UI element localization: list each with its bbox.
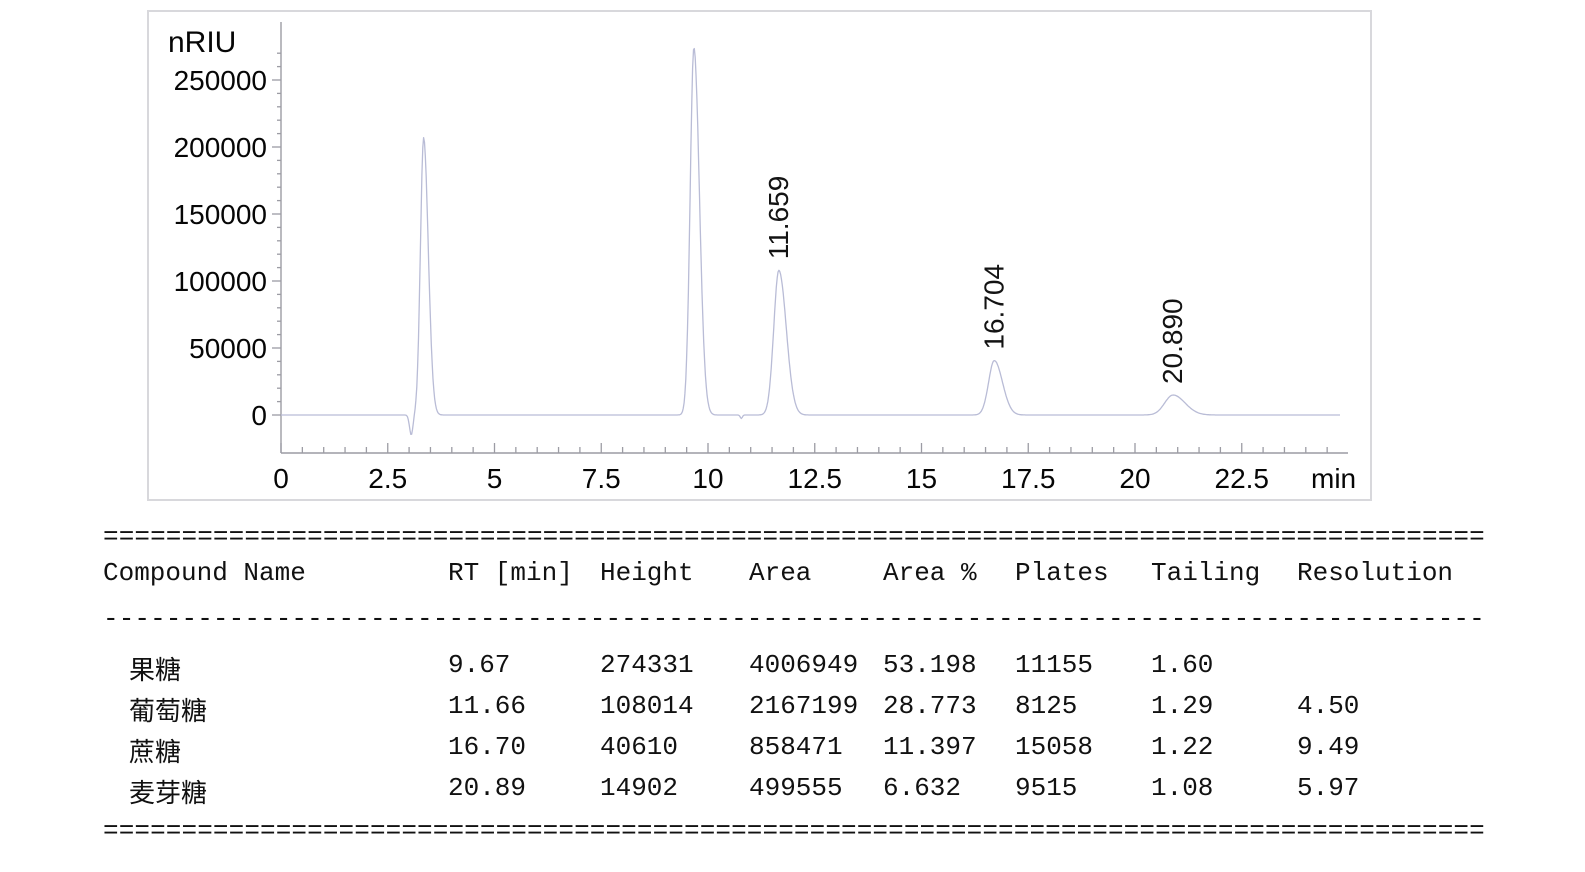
header-area-pct: Area % [883, 558, 977, 588]
chart-frame [147, 10, 1372, 501]
separator-double-bottom: ========================================… [103, 818, 1485, 844]
cell-rt: 20.89 [448, 773, 527, 803]
cell-area-pct: 6.632 [883, 773, 962, 803]
cell-rt: 11.66 [448, 691, 527, 721]
x-tick-label: 22.5 [1215, 463, 1270, 494]
cell-tailing: 1.29 [1151, 691, 1214, 721]
x-tick-label: 20 [1119, 463, 1150, 494]
chromatogram-plot: nRIU min 0500001000001500002000002500000… [168, 22, 1356, 494]
cell-area: 499555 [749, 773, 843, 803]
cell-resolution: 4.50 [1297, 691, 1360, 721]
cell-height: 108014 [600, 691, 694, 721]
table-body: 果糖 9.67 274331 4006949 53.198 11155 1.60… [103, 644, 1495, 810]
table-row: 麦芽糖 20.89 14902 499555 6.632 9515 1.08 5… [103, 767, 1495, 810]
table-header-row: Compound Name RT [min] Height Area Area … [103, 558, 1495, 588]
x-tick-label: 2.5 [368, 463, 407, 494]
axes: 0 50000 100000 150000 200000 250000 0 2.5 5 7.5 10… [174, 22, 1348, 494]
x-tick-label: 7.5 [582, 463, 621, 494]
cell-area-pct: 28.773 [883, 691, 977, 721]
cell-plates: 8125 [1015, 691, 1078, 721]
cell-resolution: 5.97 [1297, 773, 1360, 803]
cell-height: 274331 [600, 650, 694, 680]
peak-rt-label: 16.704 [978, 264, 1009, 350]
cell-tailing: 1.22 [1151, 732, 1214, 762]
separator-dash: ----------------------------------------… [103, 606, 1485, 632]
y-tick-label: 250000 [174, 65, 267, 96]
cell-compound-name: 麦芽糖 [129, 780, 208, 810]
separator-double-top: ========================================… [103, 524, 1485, 550]
peak-labels: 11.659 16.704 20.890 [763, 176, 1188, 384]
cell-compound-name: 蔗糖 [129, 739, 182, 769]
y-axis-title: nRIU [168, 26, 236, 59]
trace [281, 47, 1340, 436]
cell-height: 40610 [600, 732, 679, 762]
cell-resolution: 9.49 [1297, 732, 1360, 762]
header-plates: Plates [1015, 558, 1109, 588]
cell-height: 14902 [600, 773, 679, 803]
cell-area: 2167199 [749, 691, 859, 721]
x-tick-label: 0 [273, 463, 289, 494]
table-row: 葡萄糖 11.66 108014 2167199 28.773 8125 1.2… [103, 685, 1495, 728]
y-tick-label: 200000 [174, 132, 267, 163]
y-tick-label: 0 [251, 400, 267, 431]
cell-tailing: 1.08 [1151, 773, 1214, 803]
cell-tailing: 1.60 [1151, 650, 1214, 680]
cell-compound-name: 果糖 [129, 657, 182, 687]
x-tick-label: 5 [487, 463, 503, 494]
x-tick-label: 17.5 [1001, 463, 1056, 494]
results-report: ========================================… [103, 524, 1495, 844]
header-resolution: Resolution [1297, 558, 1454, 588]
y-tick-label: 100000 [174, 266, 267, 297]
trace-line [281, 47, 1340, 436]
header-compound-name: Compound Name [103, 558, 306, 588]
x-tick-label: 10 [692, 463, 723, 494]
cell-rt: 16.70 [448, 732, 527, 762]
cell-plates: 9515 [1015, 773, 1078, 803]
table-row: 蔗糖 16.70 40610 858471 11.397 15058 1.22 … [103, 726, 1495, 769]
x-tick-label: 12.5 [788, 463, 843, 494]
cell-area-pct: 11.397 [883, 732, 977, 762]
header-area: Area [749, 558, 812, 588]
cell-area: 858471 [749, 732, 843, 762]
peak-rt-label: 11.659 [763, 176, 794, 260]
cell-rt: 9.67 [448, 650, 511, 680]
header-tailing: Tailing [1151, 558, 1261, 588]
header-height: Height [600, 558, 694, 588]
cell-compound-name: 葡萄糖 [129, 698, 208, 728]
peak-rt-label: 20.890 [1157, 298, 1188, 384]
y-tick-label: 50000 [189, 333, 267, 364]
header-rt: RT [min] [448, 558, 573, 588]
x-tick-label: 15 [906, 463, 937, 494]
cell-plates: 11155 [1015, 650, 1094, 680]
cell-plates: 15058 [1015, 732, 1094, 762]
cell-area-pct: 53.198 [883, 650, 977, 680]
x-axis-unit-label: min [1311, 463, 1356, 494]
table-row: 果糖 9.67 274331 4006949 53.198 11155 1.60 [103, 644, 1495, 687]
cell-area: 4006949 [749, 650, 859, 680]
y-tick-label: 150000 [174, 199, 267, 230]
